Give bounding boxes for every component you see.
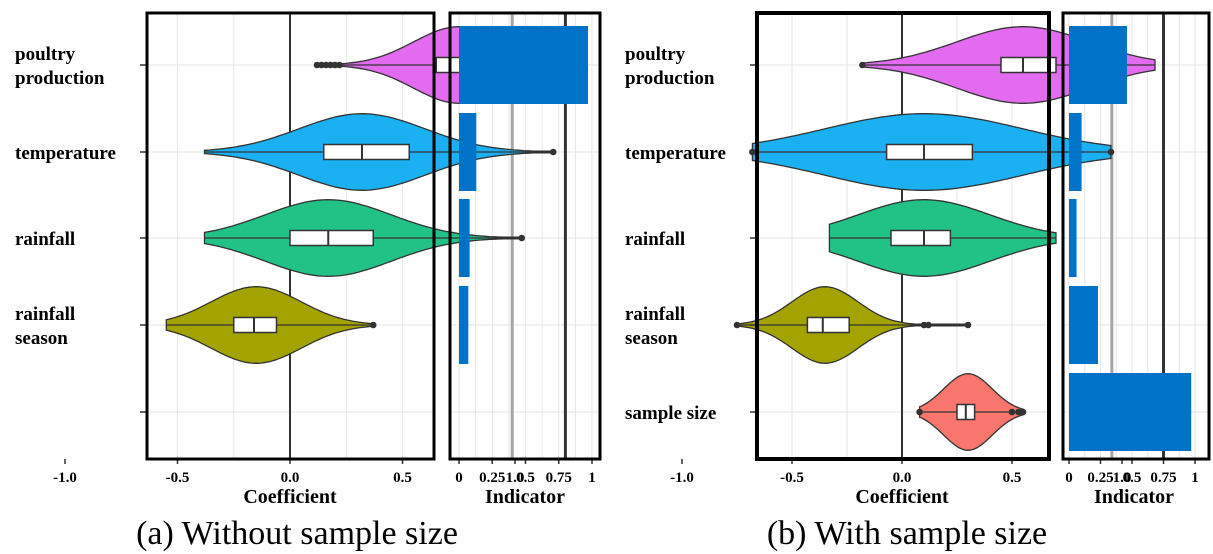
category-label: poultry bbox=[625, 44, 686, 65]
panel-1-xtick-label: 0.5 bbox=[516, 470, 535, 486]
category-label: rainfall bbox=[15, 304, 75, 325]
panel-2-xtick-label: -0.5 bbox=[780, 470, 804, 486]
caption-a: (a) Without sample size bbox=[136, 515, 458, 552]
indicator-bar-poultry-production bbox=[459, 26, 589, 104]
category-label: rainfall bbox=[15, 229, 75, 250]
category-label: production bbox=[625, 68, 715, 89]
panel-3-xtick-label: 0.25 bbox=[1087, 470, 1113, 486]
category-label: rainfall bbox=[625, 304, 685, 325]
panel-1-xtick-label: 0.75 bbox=[546, 470, 572, 486]
panel-0-frame bbox=[145, 11, 436, 461]
panel-3-xtick-label: 0.75 bbox=[1150, 470, 1176, 486]
outlier-point bbox=[733, 321, 741, 329]
category-label: poultry bbox=[15, 44, 76, 65]
outlier-point bbox=[964, 321, 972, 329]
box-temperature bbox=[323, 143, 410, 161]
panel-3-xtick-label: 0 bbox=[1065, 470, 1073, 486]
panel-1-frame bbox=[448, 11, 602, 461]
box-rainfall bbox=[289, 229, 374, 247]
panel-a-indicator-xlabel: Indicator bbox=[485, 486, 565, 508]
panel-a-xlabel: Coefficient bbox=[243, 486, 337, 508]
category-label: season bbox=[15, 328, 68, 349]
outlier-point bbox=[916, 408, 923, 416]
indicator-bar-temperature bbox=[459, 113, 477, 191]
category-label: temperature bbox=[15, 143, 116, 164]
box-rainfall-season bbox=[233, 316, 278, 334]
panel-1-xtick-label: 0.25 bbox=[479, 470, 505, 486]
panel-2-xtick-label: -1.0 bbox=[670, 470, 694, 486]
panel-1-xtick-label: 1 bbox=[588, 470, 596, 486]
panel-2-xtick-label: 1.0 bbox=[1113, 470, 1132, 486]
indicator-bar-sample-size bbox=[1069, 373, 1192, 451]
outlier-point bbox=[549, 148, 557, 156]
panel-0-xtick-label: 0.5 bbox=[393, 470, 412, 486]
box-temperature bbox=[885, 143, 974, 161]
indicator-bar-poultry-production bbox=[1069, 26, 1127, 104]
category-label: production bbox=[15, 68, 105, 89]
outlier-point bbox=[518, 234, 526, 242]
panel-3-xtick-label: 0.5 bbox=[1123, 470, 1142, 486]
panel-1-xtick-label: 0 bbox=[455, 470, 463, 486]
category-label: temperature bbox=[625, 143, 726, 164]
category-label: sample size bbox=[625, 403, 716, 424]
indicator-bar-rainfall-season bbox=[1069, 286, 1098, 364]
outlier-point bbox=[1019, 408, 1027, 416]
panel-0-xtick-label: -0.5 bbox=[166, 470, 190, 486]
panel-0-xtick-label: 0.0 bbox=[281, 470, 300, 486]
box-poultry-production bbox=[1000, 56, 1057, 74]
panel-3-frame bbox=[1061, 11, 1211, 461]
outlier-point bbox=[859, 61, 866, 69]
outlier-point bbox=[1008, 408, 1016, 416]
panel-2-frame bbox=[755, 11, 1051, 461]
panel-2-xtick-label: 0.5 bbox=[1003, 470, 1022, 486]
outlier-point bbox=[336, 61, 343, 69]
indicator-bar-rainfall bbox=[459, 199, 470, 277]
indicator-bar-rainfall-season bbox=[459, 286, 469, 364]
panel-b-indicator-xlabel: Indicator bbox=[1094, 486, 1174, 508]
panel-b-xlabel: Coefficient bbox=[855, 486, 949, 508]
panel-2-xtick-label: 0.0 bbox=[893, 470, 912, 486]
panel-0-xtick-label: 1.0 bbox=[506, 470, 525, 486]
indicator-bar-rainfall bbox=[1069, 199, 1077, 277]
panel-0-xtick-label: -1.0 bbox=[53, 470, 77, 486]
category-label: season bbox=[625, 328, 678, 349]
box-rainfall-season bbox=[806, 316, 850, 334]
outlier-point bbox=[1107, 148, 1115, 156]
outlier-point bbox=[369, 321, 377, 329]
indicator-bar-temperature bbox=[1069, 113, 1082, 191]
category-label: rainfall bbox=[625, 229, 685, 250]
caption-b: (b) With sample size bbox=[767, 515, 1047, 552]
outlier-point bbox=[925, 321, 932, 329]
panel-3-xtick-label: 1 bbox=[1191, 470, 1199, 486]
box-rainfall bbox=[890, 229, 952, 247]
